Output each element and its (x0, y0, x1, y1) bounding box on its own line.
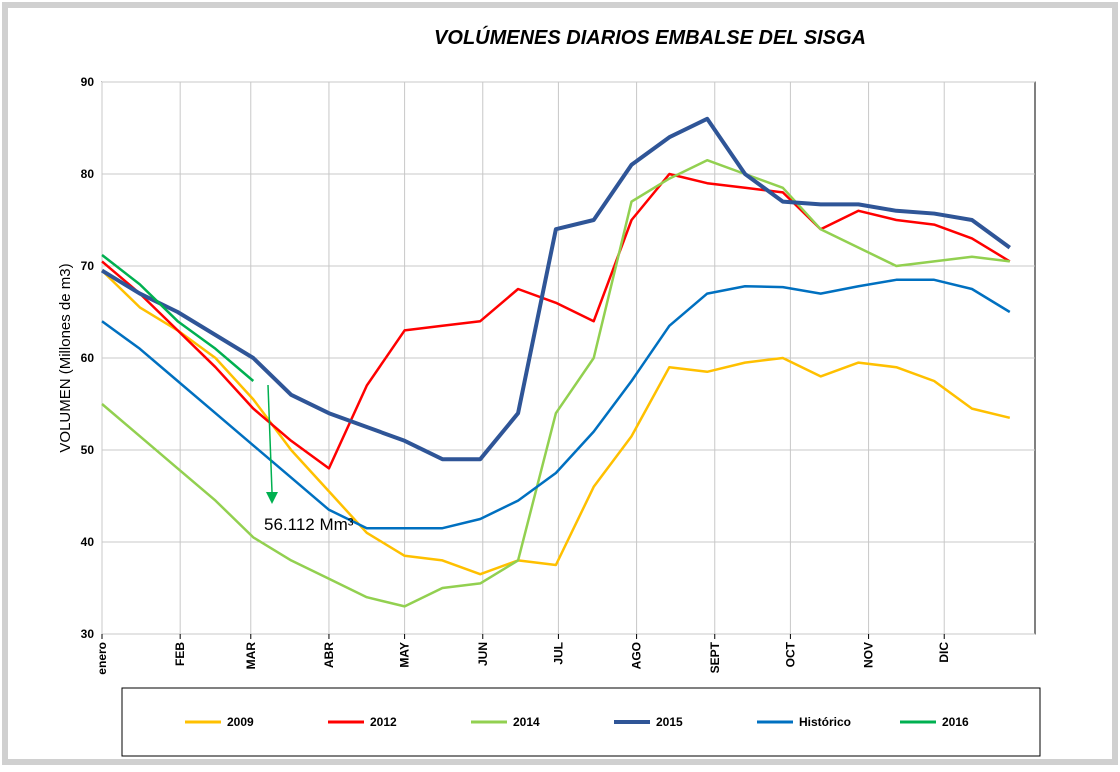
x-tick-label: MAR (244, 642, 258, 670)
series-line (101, 278, 1011, 530)
y-tick-label: 60 (81, 351, 95, 365)
x-tick-label: AGO (630, 642, 644, 669)
series-line (101, 158, 1010, 608)
series-line (101, 253, 255, 382)
legend-box (121, 687, 1041, 757)
x-tick-label: ABR (322, 642, 336, 668)
x-tick-label: SEPT (708, 641, 722, 673)
y-tick-label: 70 (81, 259, 95, 273)
annotation: 56.112 Mm³ (264, 515, 354, 534)
x-tick-label: NOV (862, 642, 876, 668)
x-tick-label: JUL (551, 642, 565, 665)
legend-label: 2014 (513, 715, 540, 729)
series-line (100, 116, 1011, 462)
legend-label: 2016 (942, 715, 969, 729)
legend-label: Histórico (799, 715, 851, 729)
x-tick-label: enero (95, 642, 109, 675)
series-line (101, 172, 1011, 470)
series-line (101, 269, 1011, 576)
x-tick-label: OCT (783, 641, 797, 667)
y-axis-label: VOLUMEN (Millones de m3) (57, 263, 74, 452)
x-tick-label: FEB (173, 642, 187, 666)
legend-label: 2015 (656, 715, 683, 729)
y-tick-label: 90 (81, 75, 95, 89)
y-tick-label: 50 (81, 443, 95, 457)
legend-label: 2009 (227, 715, 254, 729)
annotation-arrowhead (266, 492, 278, 504)
x-tick-label: MAY (398, 642, 412, 668)
chart-title: VOLÚMENES DIARIOS EMBALSE DEL SISGA (434, 25, 866, 49)
y-tick-label: 30 (81, 627, 95, 641)
legend-label: 2012 (370, 715, 397, 729)
y-tick-label: 80 (81, 167, 95, 181)
annotation-arrow (267, 384, 273, 493)
y-tick-label: 40 (81, 535, 95, 549)
x-tick-label: DIC (937, 642, 951, 663)
x-tick-label: JUN (476, 642, 490, 666)
